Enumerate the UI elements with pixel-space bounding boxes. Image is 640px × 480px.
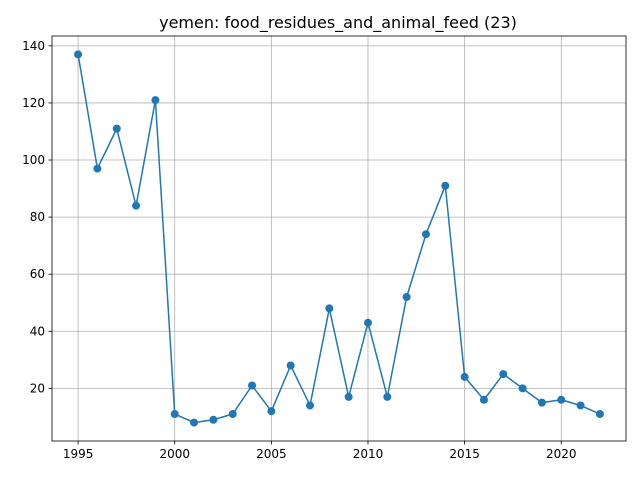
y-tick-label: 20 xyxy=(30,381,45,395)
x-tick-label: 2005 xyxy=(256,447,287,461)
data-point xyxy=(595,410,604,419)
y-tick-label: 40 xyxy=(30,324,45,338)
data-point xyxy=(267,407,276,416)
data-point xyxy=(170,410,179,419)
y-tick-label: 120 xyxy=(22,96,45,110)
data-point xyxy=(344,392,353,401)
data-point xyxy=(248,381,257,390)
data-series xyxy=(74,50,604,427)
data-point xyxy=(518,384,527,393)
data-point xyxy=(228,410,237,419)
x-tick-label: 2015 xyxy=(449,447,480,461)
data-point xyxy=(93,164,102,173)
axes xyxy=(51,35,627,442)
data-point xyxy=(132,201,141,210)
data-point xyxy=(190,418,199,427)
data-point xyxy=(363,318,372,327)
y-tick-label: 100 xyxy=(22,153,45,167)
y-tick-label: 80 xyxy=(30,210,45,224)
x-tick-label: 2010 xyxy=(353,447,384,461)
data-point xyxy=(402,293,411,302)
plot-frame xyxy=(51,35,627,442)
data-point xyxy=(460,372,469,381)
chart-title: yemen: food_residues_and_animal_feed (23… xyxy=(159,13,517,33)
x-tick-label: 2000 xyxy=(159,447,190,461)
data-point xyxy=(557,395,566,404)
data-point xyxy=(325,304,334,313)
y-tick-label: 140 xyxy=(22,39,45,53)
ticks: 1995 2000 2005 2010 2015 20202040608010012014… xyxy=(22,39,576,461)
data-point xyxy=(479,395,488,404)
data-point xyxy=(499,370,508,379)
data-point xyxy=(209,415,218,424)
x-tick-label: 2020 xyxy=(546,447,577,461)
data-point xyxy=(383,392,392,401)
data-point xyxy=(576,401,585,410)
data-point xyxy=(151,96,160,105)
data-point xyxy=(441,181,450,190)
data-point xyxy=(421,230,430,239)
data-point xyxy=(537,398,546,407)
data-point xyxy=(306,401,315,410)
data-point xyxy=(286,361,295,370)
series-line xyxy=(77,54,601,424)
y-tick-label: 60 xyxy=(30,267,45,281)
grid-lines xyxy=(52,36,626,441)
data-point xyxy=(112,124,121,133)
x-tick-label: 1995 xyxy=(63,447,94,461)
data-point xyxy=(74,50,83,59)
